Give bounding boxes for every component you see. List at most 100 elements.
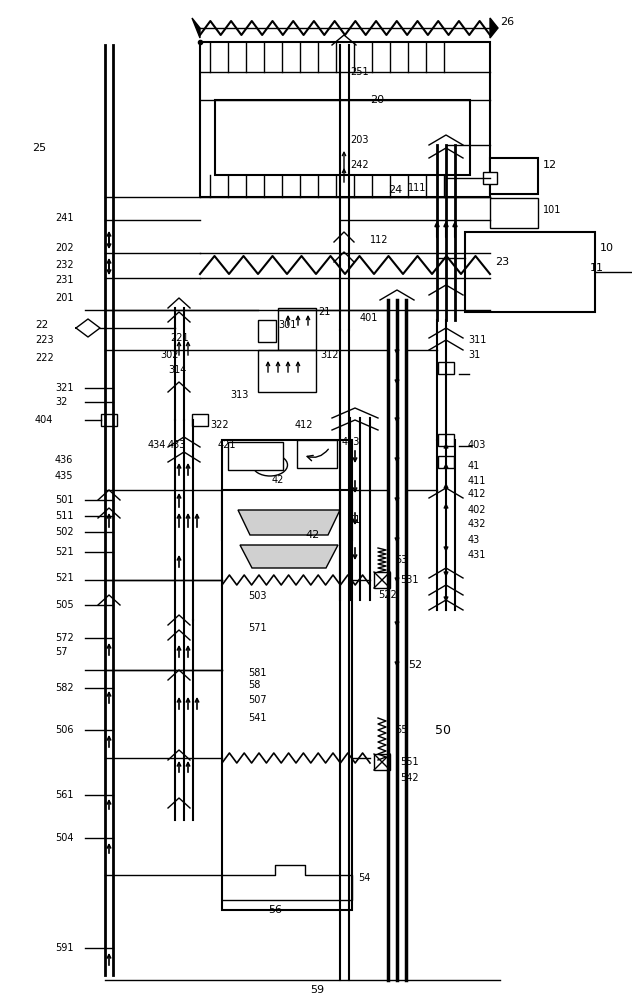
Text: 421: 421	[218, 440, 236, 450]
Text: 521: 521	[55, 547, 73, 557]
Text: 56: 56	[268, 905, 282, 915]
Text: 402: 402	[468, 505, 487, 515]
Text: 231: 231	[55, 275, 73, 285]
Bar	[490, 158, 538, 194]
Polygon shape	[490, 18, 498, 38]
Bar	[192, 414, 208, 426]
Text: 26: 26	[500, 17, 514, 27]
Text: 413: 413	[342, 437, 360, 447]
Text: 10: 10	[600, 243, 614, 253]
Bar	[200, 42, 490, 197]
Text: 52: 52	[408, 660, 422, 670]
Text: 501: 501	[55, 495, 73, 505]
Text: 541: 541	[248, 713, 267, 723]
Bar	[374, 754, 390, 770]
Text: 436: 436	[55, 455, 73, 465]
Bar	[222, 490, 352, 910]
Text: 322: 322	[210, 420, 229, 430]
Bar	[222, 440, 352, 540]
Text: 53: 53	[395, 555, 408, 565]
Text: 522: 522	[378, 590, 397, 600]
Bar	[297, 440, 337, 468]
Bar	[228, 442, 283, 470]
Text: 401: 401	[360, 313, 379, 323]
Text: 551: 551	[400, 757, 418, 767]
Text: 221: 221	[170, 333, 188, 343]
Text: 51: 51	[348, 515, 360, 525]
Text: 507: 507	[248, 695, 267, 705]
Text: 561: 561	[55, 790, 73, 800]
Text: 58: 58	[248, 680, 260, 690]
Text: 505: 505	[55, 600, 73, 610]
Text: 502: 502	[55, 527, 73, 537]
Text: 57: 57	[55, 647, 68, 657]
Text: 311: 311	[468, 335, 487, 345]
Text: 403: 403	[468, 440, 487, 450]
Text: 572: 572	[55, 633, 74, 643]
Text: 432: 432	[468, 519, 487, 529]
Text: 11: 11	[590, 263, 604, 273]
Text: 434: 434	[148, 440, 166, 450]
Bar	[374, 572, 390, 588]
Text: 312: 312	[320, 350, 339, 360]
Text: 24: 24	[388, 185, 402, 195]
Bar	[258, 320, 276, 342]
Text: 25: 25	[32, 143, 46, 153]
Text: 101: 101	[543, 205, 561, 215]
Text: 42: 42	[272, 475, 284, 485]
Text: 531: 531	[400, 575, 418, 585]
Text: 50: 50	[435, 724, 451, 736]
Bar	[483, 172, 497, 184]
Text: 321: 321	[55, 383, 73, 393]
Text: 232: 232	[55, 260, 73, 270]
Text: 203: 203	[350, 135, 368, 145]
Text: 22: 22	[35, 320, 48, 330]
Bar	[438, 362, 454, 374]
Polygon shape	[238, 510, 340, 535]
Text: 55: 55	[395, 725, 408, 735]
Text: 42: 42	[305, 530, 319, 540]
Bar	[258, 350, 316, 392]
Text: 31: 31	[468, 350, 480, 360]
Bar	[490, 198, 538, 228]
Text: 506: 506	[55, 725, 73, 735]
Text: 521: 521	[55, 573, 73, 583]
Bar	[215, 100, 470, 175]
Text: 251: 251	[350, 67, 368, 77]
Text: 581: 581	[248, 668, 267, 678]
Text: 12: 12	[543, 160, 557, 170]
Text: 301: 301	[278, 320, 296, 330]
Text: 112: 112	[370, 235, 389, 245]
Text: 411: 411	[468, 476, 487, 486]
Text: 404: 404	[35, 415, 53, 425]
Text: 511: 511	[55, 511, 73, 521]
Text: 504: 504	[55, 833, 73, 843]
Text: 21: 21	[318, 307, 331, 317]
Text: 431: 431	[468, 550, 487, 560]
Text: 23: 23	[495, 257, 509, 267]
Text: 43: 43	[468, 535, 480, 545]
Text: 302: 302	[160, 350, 178, 360]
Text: 503: 503	[248, 591, 267, 601]
Text: 223: 223	[35, 335, 54, 345]
Text: 571: 571	[248, 623, 267, 633]
Text: 433: 433	[168, 440, 186, 450]
Text: 201: 201	[55, 293, 73, 303]
Text: 59: 59	[310, 985, 324, 995]
Bar	[438, 456, 454, 468]
Text: 314: 314	[168, 365, 186, 375]
Bar	[278, 308, 316, 350]
Text: 412: 412	[295, 420, 313, 430]
Bar	[101, 414, 117, 426]
Text: 242: 242	[350, 160, 368, 170]
Text: 202: 202	[55, 243, 73, 253]
Bar	[465, 232, 595, 312]
Text: 435: 435	[55, 471, 73, 481]
Text: 32: 32	[55, 397, 68, 407]
Text: 591: 591	[55, 943, 73, 953]
Bar	[438, 434, 454, 446]
Text: 582: 582	[55, 683, 73, 693]
Text: 241: 241	[55, 213, 73, 223]
Text: 542: 542	[400, 773, 418, 783]
Text: 20: 20	[370, 95, 384, 105]
